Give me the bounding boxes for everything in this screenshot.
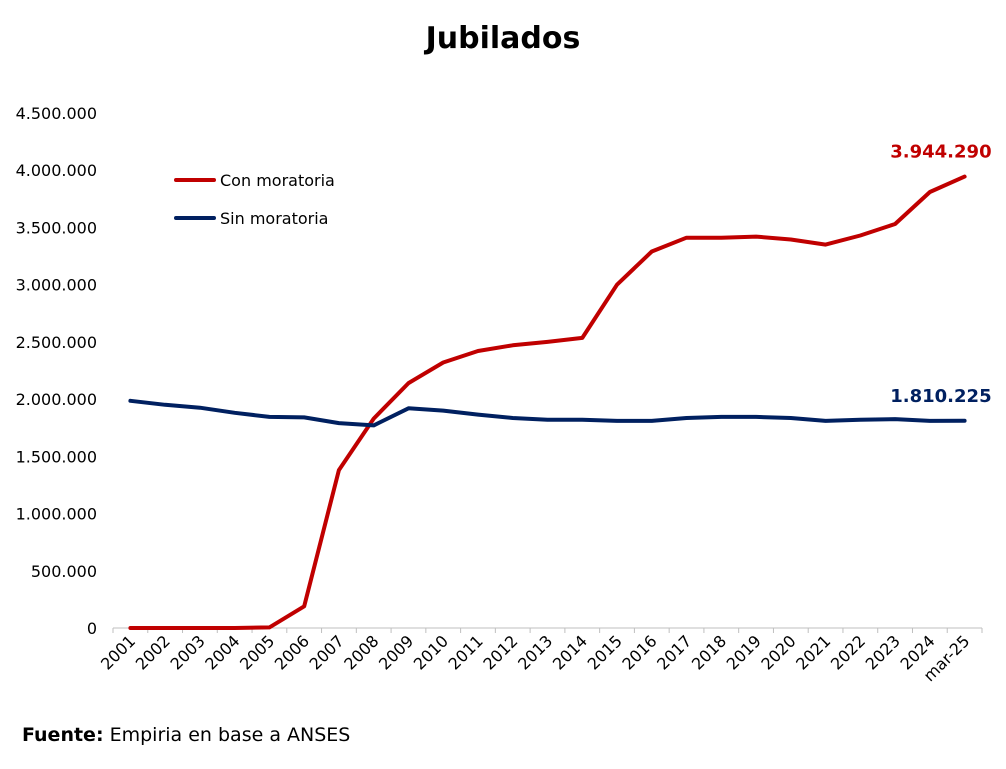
source-label: Fuente:	[22, 724, 104, 746]
x-tick-label: 2019	[723, 631, 765, 673]
y-tick-label: 2.000.000	[16, 390, 97, 409]
x-tick-label: 2016	[618, 631, 660, 673]
chart-axes: 0 500.000 1.000.000 1.500.000 2.000.000 2.500…	[16, 104, 983, 685]
x-tick-label: 2013	[514, 631, 556, 673]
data-label-end: 1.810.225	[890, 386, 991, 407]
y-tick-label: 3.500.000	[16, 218, 97, 237]
x-tick-label: 2005	[236, 631, 278, 673]
x-tick-label: 2002	[132, 631, 174, 673]
x-tick-label: 2023	[862, 631, 904, 673]
chart-legend: Con moratoria Sin moratoria	[174, 171, 335, 228]
x-tick-label: 2009	[375, 631, 417, 673]
x-tick-label: 2011	[445, 631, 487, 673]
chart-series: 3.944.290 1.810.225	[128, 142, 992, 630]
chart-title: Jubilados	[424, 21, 581, 56]
y-tick-label: 1.500.000	[16, 447, 97, 466]
source-note: Fuente: Empiria en base a ANSES	[22, 724, 350, 746]
x-tick-label: 2022	[827, 631, 869, 673]
data-label-end: 3.944.290	[890, 142, 991, 163]
x-tick-label: 2004	[201, 631, 243, 673]
legend-label: Sin moratoria	[220, 209, 328, 228]
x-tick-label: 2003	[167, 631, 209, 673]
legend-label: Con moratoria	[220, 171, 335, 190]
x-tick-label: 2021	[792, 631, 834, 673]
series-line-con-moratoria	[128, 174, 967, 630]
y-tick-label: 4.000.000	[16, 161, 97, 180]
x-tick-label: 2010	[410, 631, 452, 673]
x-tick-label: 2001	[97, 631, 139, 673]
y-tick-label: 500.000	[31, 562, 97, 581]
source-text: Empiria en base a ANSES	[109, 724, 351, 746]
x-tick-label: 2015	[584, 631, 626, 673]
x-tick-label: 2008	[340, 631, 382, 673]
x-tick-label: 2014	[549, 631, 591, 673]
y-tick-label: 2.500.000	[16, 333, 97, 352]
x-tick-label: 2020	[757, 631, 799, 673]
series-line-sin-moratoria	[128, 398, 967, 428]
x-tick-label: 2007	[306, 631, 348, 673]
y-tick-label: 1.000.000	[16, 505, 97, 524]
y-tick-label: 0	[87, 619, 97, 638]
x-tick-label: 2012	[479, 631, 521, 673]
x-tick-label: 2018	[688, 631, 730, 673]
y-tick-label: 4.500.000	[16, 104, 97, 123]
x-tick-label: 2006	[271, 631, 313, 673]
y-tick-label: 3.000.000	[16, 276, 97, 295]
x-tick-label: 2017	[653, 631, 695, 673]
